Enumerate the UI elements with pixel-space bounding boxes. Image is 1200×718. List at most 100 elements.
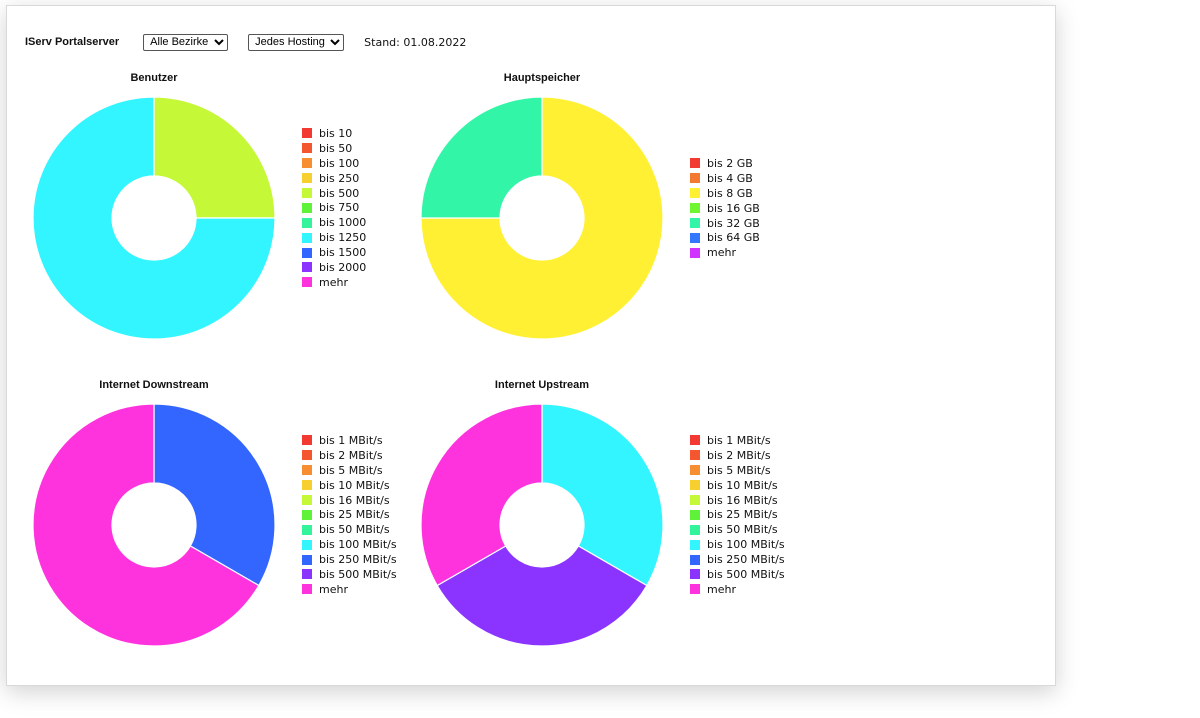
internet-upstream-slice-bis-100-mbit-s[interactable] <box>541 403 664 587</box>
legend-item[interactable]: bis 16 MBit/s <box>302 493 397 508</box>
legend-swatch <box>302 188 312 198</box>
legend-label: bis 1 MBit/s <box>707 433 771 447</box>
legend-item[interactable]: bis 50 <box>302 141 366 156</box>
portal-window: IServ Portalserver Alle Bezirke Jedes Ho… <box>6 5 1056 686</box>
legend-item[interactable]: bis 250 MBit/s <box>690 552 785 567</box>
legend-swatch <box>690 218 700 228</box>
hauptspeicher-chart-title: Hauptspeicher <box>503 72 581 84</box>
legend-item[interactable]: bis 1250 <box>302 230 366 245</box>
legend-item[interactable]: bis 32 GB <box>690 216 760 231</box>
legend-item[interactable]: bis 500 MBit/s <box>690 567 785 582</box>
district-select[interactable]: Alle Bezirke <box>143 33 229 51</box>
legend-label: bis 25 MBit/s <box>319 508 390 522</box>
legend-item[interactable]: bis 2 MBit/s <box>690 448 785 463</box>
legend-item[interactable]: bis 16 GB <box>690 201 760 216</box>
legend-swatch <box>302 554 312 565</box>
legend-item[interactable]: bis 10 MBit/s <box>690 478 785 493</box>
legend-swatch <box>690 450 700 461</box>
legend-item[interactable]: bis 25 MBit/s <box>302 507 397 522</box>
legend-item[interactable]: mehr <box>302 582 397 597</box>
legend-item[interactable]: mehr <box>690 245 760 260</box>
internet-upstream-donut-chart <box>420 403 664 647</box>
legend-item[interactable]: bis 2 GB <box>690 156 760 171</box>
legend-label: bis 2 MBit/s <box>319 448 383 462</box>
legend-swatch <box>690 435 700 446</box>
legend-swatch <box>302 435 312 446</box>
legend-swatch <box>690 247 700 258</box>
legend-swatch <box>690 509 700 520</box>
legend-item[interactable]: bis 10 <box>302 126 366 141</box>
legend-swatch <box>302 158 312 169</box>
legend-item[interactable]: bis 5 MBit/s <box>302 463 397 478</box>
legend-item[interactable]: bis 10 MBit/s <box>302 478 397 493</box>
legend-label: bis 100 MBit/s <box>319 538 397 552</box>
legend-swatch <box>302 173 312 184</box>
legend-item[interactable]: bis 1 MBit/s <box>690 433 785 448</box>
legend-swatch <box>690 539 700 550</box>
legend-label: bis 500 <box>319 186 360 200</box>
benutzer-slice-bis-1250[interactable] <box>32 96 276 340</box>
legend-item[interactable]: bis 1 MBit/s <box>302 433 397 448</box>
app-title: IServ Portalserver <box>25 36 120 48</box>
internet-downstream-slice-mehr[interactable] <box>32 403 260 647</box>
legend-item[interactable]: bis 250 <box>302 171 366 186</box>
legend-label: bis 16 MBit/s <box>319 493 390 507</box>
legend-item[interactable]: bis 2000 <box>302 260 366 275</box>
legend-swatch <box>690 554 700 565</box>
legend-item[interactable]: bis 750 <box>302 200 366 215</box>
legend-label: mehr <box>707 582 736 596</box>
legend-label: bis 1000 <box>319 216 367 230</box>
legend-swatch <box>302 480 312 491</box>
benutzer-slice-bis-500[interactable] <box>153 96 276 219</box>
benutzer-legend: bis 10 bis 50 bis 100 bis 250 bis 500 bis 750… <box>302 126 366 290</box>
legend-item[interactable]: bis 100 <box>302 156 366 171</box>
internet-downstream-slice-bis-250-mbit-s[interactable] <box>153 403 276 587</box>
legend-item[interactable]: bis 5 MBit/s <box>690 463 785 478</box>
legend-swatch <box>302 277 312 288</box>
legend-swatch <box>302 202 312 213</box>
legend-swatch <box>690 524 700 535</box>
legend-item[interactable]: mehr <box>302 275 366 290</box>
legend-item[interactable]: bis 64 GB <box>690 230 760 245</box>
legend-item[interactable]: bis 250 MBit/s <box>302 552 397 567</box>
legend-swatch <box>302 584 312 595</box>
legend-label: bis 250 MBit/s <box>707 553 785 567</box>
legend-label: bis 8 GB <box>707 186 753 200</box>
hauptspeicher-slice-bis-32-gb[interactable] <box>420 96 543 219</box>
legend-label: mehr <box>319 275 348 289</box>
legend-label: bis 100 <box>319 156 360 170</box>
legend-label: bis 1250 <box>319 231 367 245</box>
legend-item[interactable]: bis 25 MBit/s <box>690 507 785 522</box>
legend-item[interactable]: bis 16 MBit/s <box>690 493 785 508</box>
legend-swatch <box>690 480 700 491</box>
hauptspeicher-slice-bis-8-gb[interactable] <box>420 96 664 340</box>
legend-item[interactable]: bis 1500 <box>302 245 366 260</box>
legend-label: bis 16 MBit/s <box>707 493 778 507</box>
internet-downstream-legend: bis 1 MBit/s bis 2 MBit/s bis 5 MBit/s bis … <box>302 433 397 597</box>
legend-item[interactable]: bis 1000 <box>302 215 366 230</box>
legend-label: bis 4 GB <box>707 171 753 185</box>
internet-upstream-slice-mehr[interactable] <box>420 403 543 587</box>
legend-swatch <box>302 143 312 154</box>
legend-item[interactable]: bis 100 MBit/s <box>690 537 785 552</box>
legend-item[interactable]: bis 8 GB <box>690 186 760 201</box>
internet-downstream-donut-chart <box>32 403 276 647</box>
legend-item[interactable]: bis 500 <box>302 186 366 201</box>
hosting-select[interactable]: Jedes Hosting <box>248 33 345 51</box>
legend-label: bis 2000 <box>319 260 367 274</box>
legend-item[interactable]: bis 500 MBit/s <box>302 567 397 582</box>
legend-item[interactable]: bis 4 GB <box>690 171 760 186</box>
legend-item[interactable]: bis 50 MBit/s <box>302 522 397 537</box>
legend-item[interactable]: bis 100 MBit/s <box>302 537 397 552</box>
legend-item[interactable]: bis 2 MBit/s <box>302 448 397 463</box>
legend-swatch <box>302 539 312 550</box>
legend-item[interactable]: mehr <box>690 582 785 597</box>
legend-swatch <box>302 569 312 580</box>
legend-label: bis 64 GB <box>707 231 760 245</box>
legend-swatch <box>690 495 700 505</box>
legend-item[interactable]: bis 50 MBit/s <box>690 522 785 537</box>
legend-swatch <box>690 569 700 580</box>
internet-upstream-slice-bis-500-mbit-s[interactable] <box>436 545 648 647</box>
legend-swatch <box>302 495 312 505</box>
hauptspeicher-legend: bis 2 GB bis 4 GB bis 8 GB bis 16 GB bis 32 … <box>690 156 760 260</box>
